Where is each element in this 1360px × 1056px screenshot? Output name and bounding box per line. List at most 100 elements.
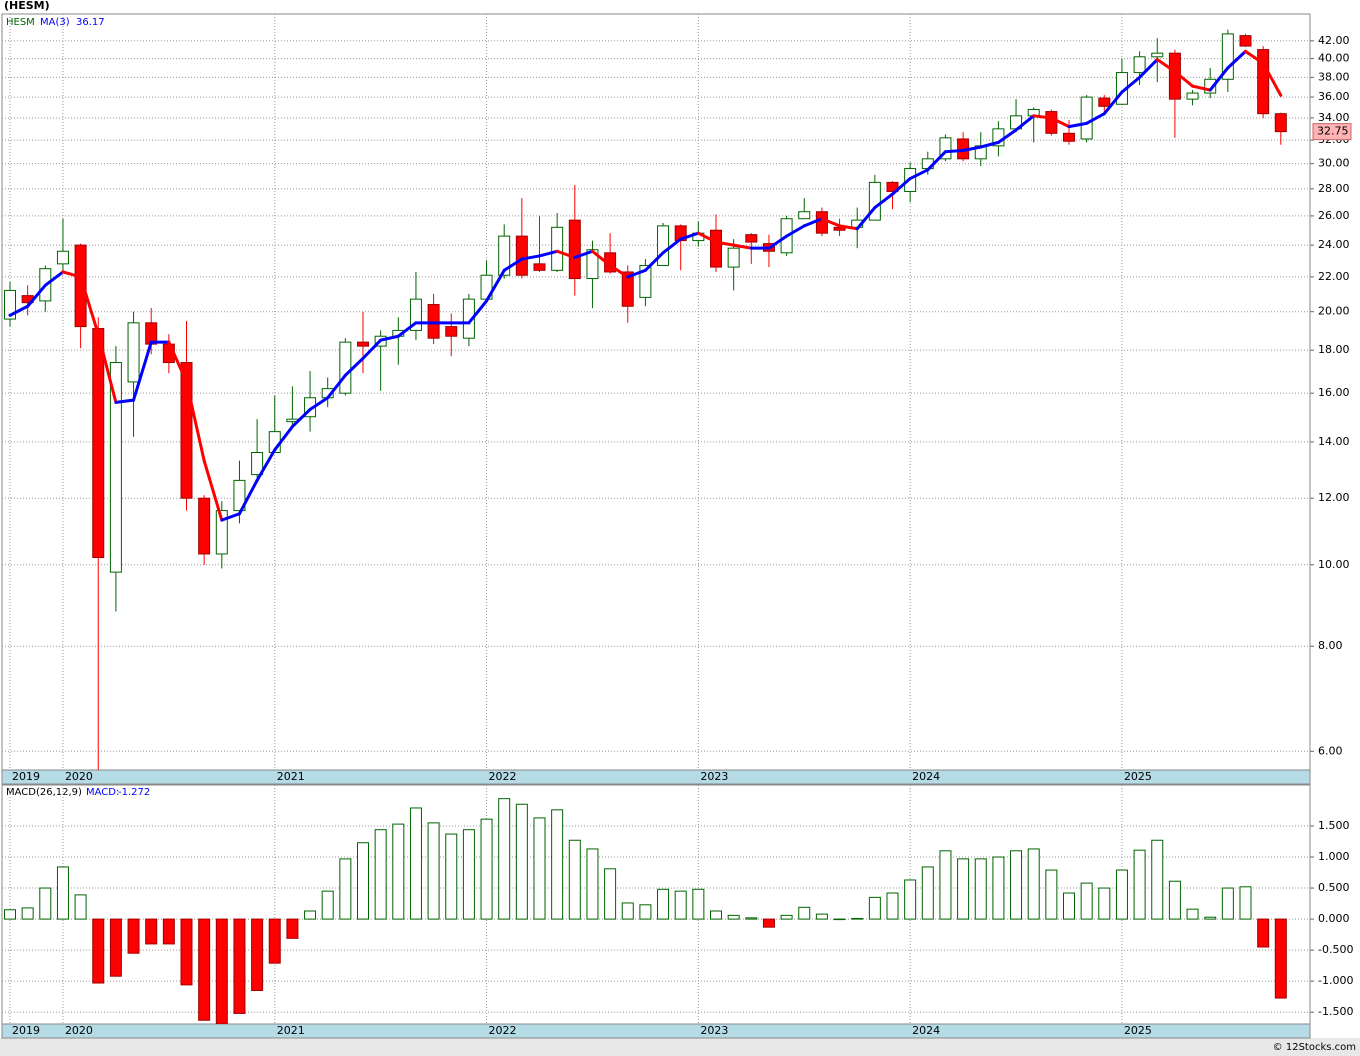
candle-body (462, 298, 475, 339)
ma-segment (79, 275, 100, 336)
ma-segment (855, 206, 877, 231)
candle-body (657, 225, 670, 266)
macd-title: MACD(26,12,9) (6, 787, 82, 798)
y-tick-label: 1.000 (1318, 850, 1350, 863)
candle-body (180, 362, 193, 499)
macd-bar (357, 842, 369, 920)
ma-segment (1191, 84, 1212, 92)
y-tick-label: 0.500 (1318, 881, 1350, 894)
ma-segment (1102, 90, 1124, 116)
macd-bar (1063, 892, 1075, 920)
macd-bar (921, 866, 934, 920)
macd-bar (1133, 849, 1146, 920)
ma-segment (538, 249, 559, 258)
x-tick-label: 2025 (1124, 770, 1152, 783)
ma-segment (1085, 112, 1106, 125)
macd-bar (1115, 869, 1128, 920)
macd-bar (780, 914, 793, 920)
x-tick-label: 2024 (912, 1024, 940, 1037)
ma-segment (1261, 61, 1283, 97)
macd-bar (268, 918, 281, 964)
ma-segment (873, 192, 894, 210)
macd-bar (427, 822, 440, 920)
macd-bar (1045, 869, 1058, 920)
ma-segment (908, 168, 930, 181)
macd-bar (1168, 880, 1181, 920)
candle-body (551, 226, 564, 271)
ma-segment (185, 380, 206, 463)
ma-segment (961, 145, 983, 153)
candle-body (639, 264, 652, 298)
candle-body (1274, 113, 1287, 133)
macd-bar (392, 823, 405, 920)
ma-segment (308, 396, 330, 411)
macd-bar (180, 918, 193, 986)
x-tick-label: 2019 (12, 770, 40, 783)
macd-bar (480, 818, 493, 920)
ma-segment (43, 270, 65, 287)
price-x-strip (1, 769, 1311, 785)
candle-body (198, 497, 211, 555)
y-tick-label: 30.00 (1318, 157, 1350, 170)
ma-segment (643, 251, 665, 272)
ma-segment (26, 283, 47, 308)
ma-segment (732, 243, 753, 250)
macd-bar (374, 829, 387, 920)
macd-bar (56, 866, 69, 920)
candle-body (727, 247, 740, 268)
y-tick-label: -1.000 (1318, 974, 1353, 987)
y-tick-label: 16.00 (1318, 386, 1350, 399)
macd-bar (639, 904, 652, 920)
macd-bar (74, 894, 87, 920)
ma-segment (114, 398, 136, 404)
ma-segment (1067, 121, 1089, 129)
candle-body (498, 235, 511, 276)
ma-value: 36.17 (76, 17, 105, 28)
y-tick-label: 34.00 (1318, 111, 1350, 124)
macd-bar (304, 910, 317, 920)
candle-body (445, 326, 458, 337)
ma-segment (767, 234, 789, 250)
ma-segment (590, 249, 612, 267)
macd-bar (1204, 916, 1217, 920)
y-tick-label: 12.00 (1318, 491, 1350, 504)
candle-body (92, 328, 105, 559)
macd-bar (339, 858, 352, 920)
macd-legend: MACD: (86, 787, 119, 798)
x-tick-label: 2020 (65, 770, 93, 783)
candle-body (939, 137, 952, 160)
ma-segment (467, 299, 489, 325)
macd-bar (692, 888, 705, 920)
candle-body (215, 510, 228, 555)
macd-bar (551, 809, 564, 920)
ma-segment (326, 373, 347, 400)
ma-segment (96, 332, 118, 404)
ma-segment (502, 257, 524, 272)
macd-bar (727, 914, 740, 920)
candle-body (1221, 33, 1234, 80)
ma-segment (608, 263, 630, 279)
macd-bar (321, 890, 334, 920)
ma-segment (1155, 58, 1177, 74)
ma-segment (273, 425, 294, 452)
macd-bar (4, 909, 16, 920)
macd-bar (533, 817, 546, 920)
y-tick-label: 6.00 (1318, 744, 1343, 757)
ma-segment (679, 231, 700, 241)
x-tick-label: 2020 (65, 1024, 93, 1037)
y-tick-label: 10.00 (1318, 558, 1350, 571)
ma-segment (379, 334, 400, 342)
x-tick-label: 2024 (912, 770, 940, 783)
macd-bar (604, 868, 617, 920)
macd-bar (974, 858, 987, 920)
ma-segment (8, 304, 30, 317)
candle-body (409, 298, 422, 331)
y-tick-label: 18.00 (1318, 343, 1350, 356)
candle-body (1151, 52, 1164, 58)
candle-body (4, 289, 16, 320)
x-tick-label: 2021 (277, 1024, 305, 1037)
ma-segment (1226, 49, 1247, 70)
ma-segment (838, 224, 859, 231)
macd-bar (1274, 918, 1287, 999)
candle-body (56, 250, 69, 265)
